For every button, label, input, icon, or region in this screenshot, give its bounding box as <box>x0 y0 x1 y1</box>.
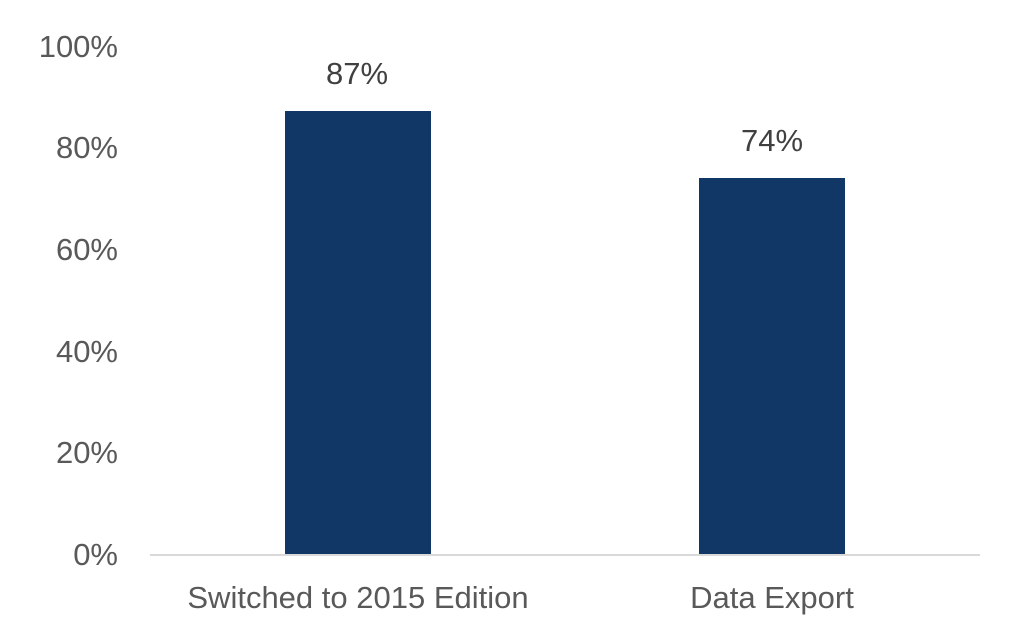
bar-data-export <box>699 178 845 555</box>
bar-switched-to-2015-edition <box>285 111 431 555</box>
y-tick-label: 0% <box>73 537 118 572</box>
y-tick-label: 80% <box>55 130 118 165</box>
y-tick-label: 40% <box>55 334 118 369</box>
y-tick-label: 60% <box>55 232 118 267</box>
data-label: 87% <box>325 56 389 91</box>
y-tick-label: 20% <box>55 435 118 470</box>
x-tick-label: Data Export <box>690 580 854 615</box>
x-axis-line <box>150 554 980 556</box>
y-tick-label: 100% <box>38 29 118 64</box>
x-tick-label: Switched to 2015 Edition <box>187 580 529 615</box>
data-label: 74% <box>740 123 804 158</box>
